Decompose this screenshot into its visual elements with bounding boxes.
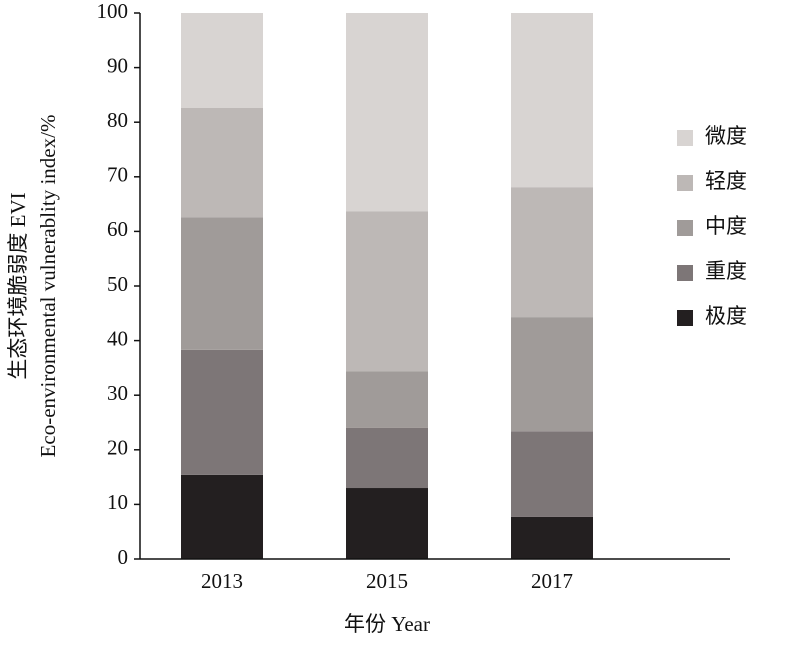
bar-segment: [511, 431, 593, 517]
bar-segment: [511, 13, 593, 188]
x-tick-label: 2015: [366, 569, 408, 593]
bar-segment: [346, 427, 428, 489]
legend-swatch: [677, 310, 693, 326]
x-axis-title: 年份 Year: [344, 612, 430, 636]
bar-segment: [346, 211, 428, 372]
y-axis-title: Eco-environmental vulnerablity index/%: [36, 115, 60, 458]
bar-segment: [181, 108, 263, 218]
bar-segment: [346, 488, 428, 559]
legend-label: 重度: [705, 259, 747, 283]
legend-swatch: [677, 220, 693, 236]
y-tick-label: 80: [107, 108, 128, 132]
y-tick-label: 90: [107, 53, 128, 77]
y-tick-label: 10: [107, 490, 128, 514]
y-tick-label: 0: [118, 545, 129, 569]
y-tick-label: 50: [107, 272, 128, 296]
bar-segment: [511, 516, 593, 559]
bar-segment: [181, 217, 263, 350]
legend-label: 中度: [705, 214, 747, 238]
legend-label: 极度: [705, 304, 747, 328]
bar-segment: [346, 371, 428, 428]
y-tick-label: 60: [107, 217, 128, 241]
y-tick-label: 30: [107, 381, 128, 405]
legend-swatch: [677, 130, 693, 146]
bar-segment: [346, 13, 428, 212]
legend-label: 微度: [705, 124, 747, 148]
bar-segment: [181, 474, 263, 559]
x-tick-label: 2013: [201, 569, 243, 593]
bar-segment: [511, 187, 593, 318]
x-tick-label: 2017: [531, 569, 573, 593]
bar-segment: [511, 317, 593, 432]
y-tick-label: 40: [107, 326, 128, 350]
y-axis-title: 生态环境脆弱度 EVI: [6, 192, 30, 379]
y-tick-label: 70: [107, 163, 128, 187]
bar-segment: [181, 13, 263, 109]
y-tick-label: 100: [97, 0, 129, 23]
legend-label: 轻度: [705, 169, 747, 193]
bar-segment: [181, 349, 263, 475]
y-tick-label: 20: [107, 436, 128, 460]
legend-swatch: [677, 175, 693, 191]
legend-swatch: [677, 265, 693, 281]
